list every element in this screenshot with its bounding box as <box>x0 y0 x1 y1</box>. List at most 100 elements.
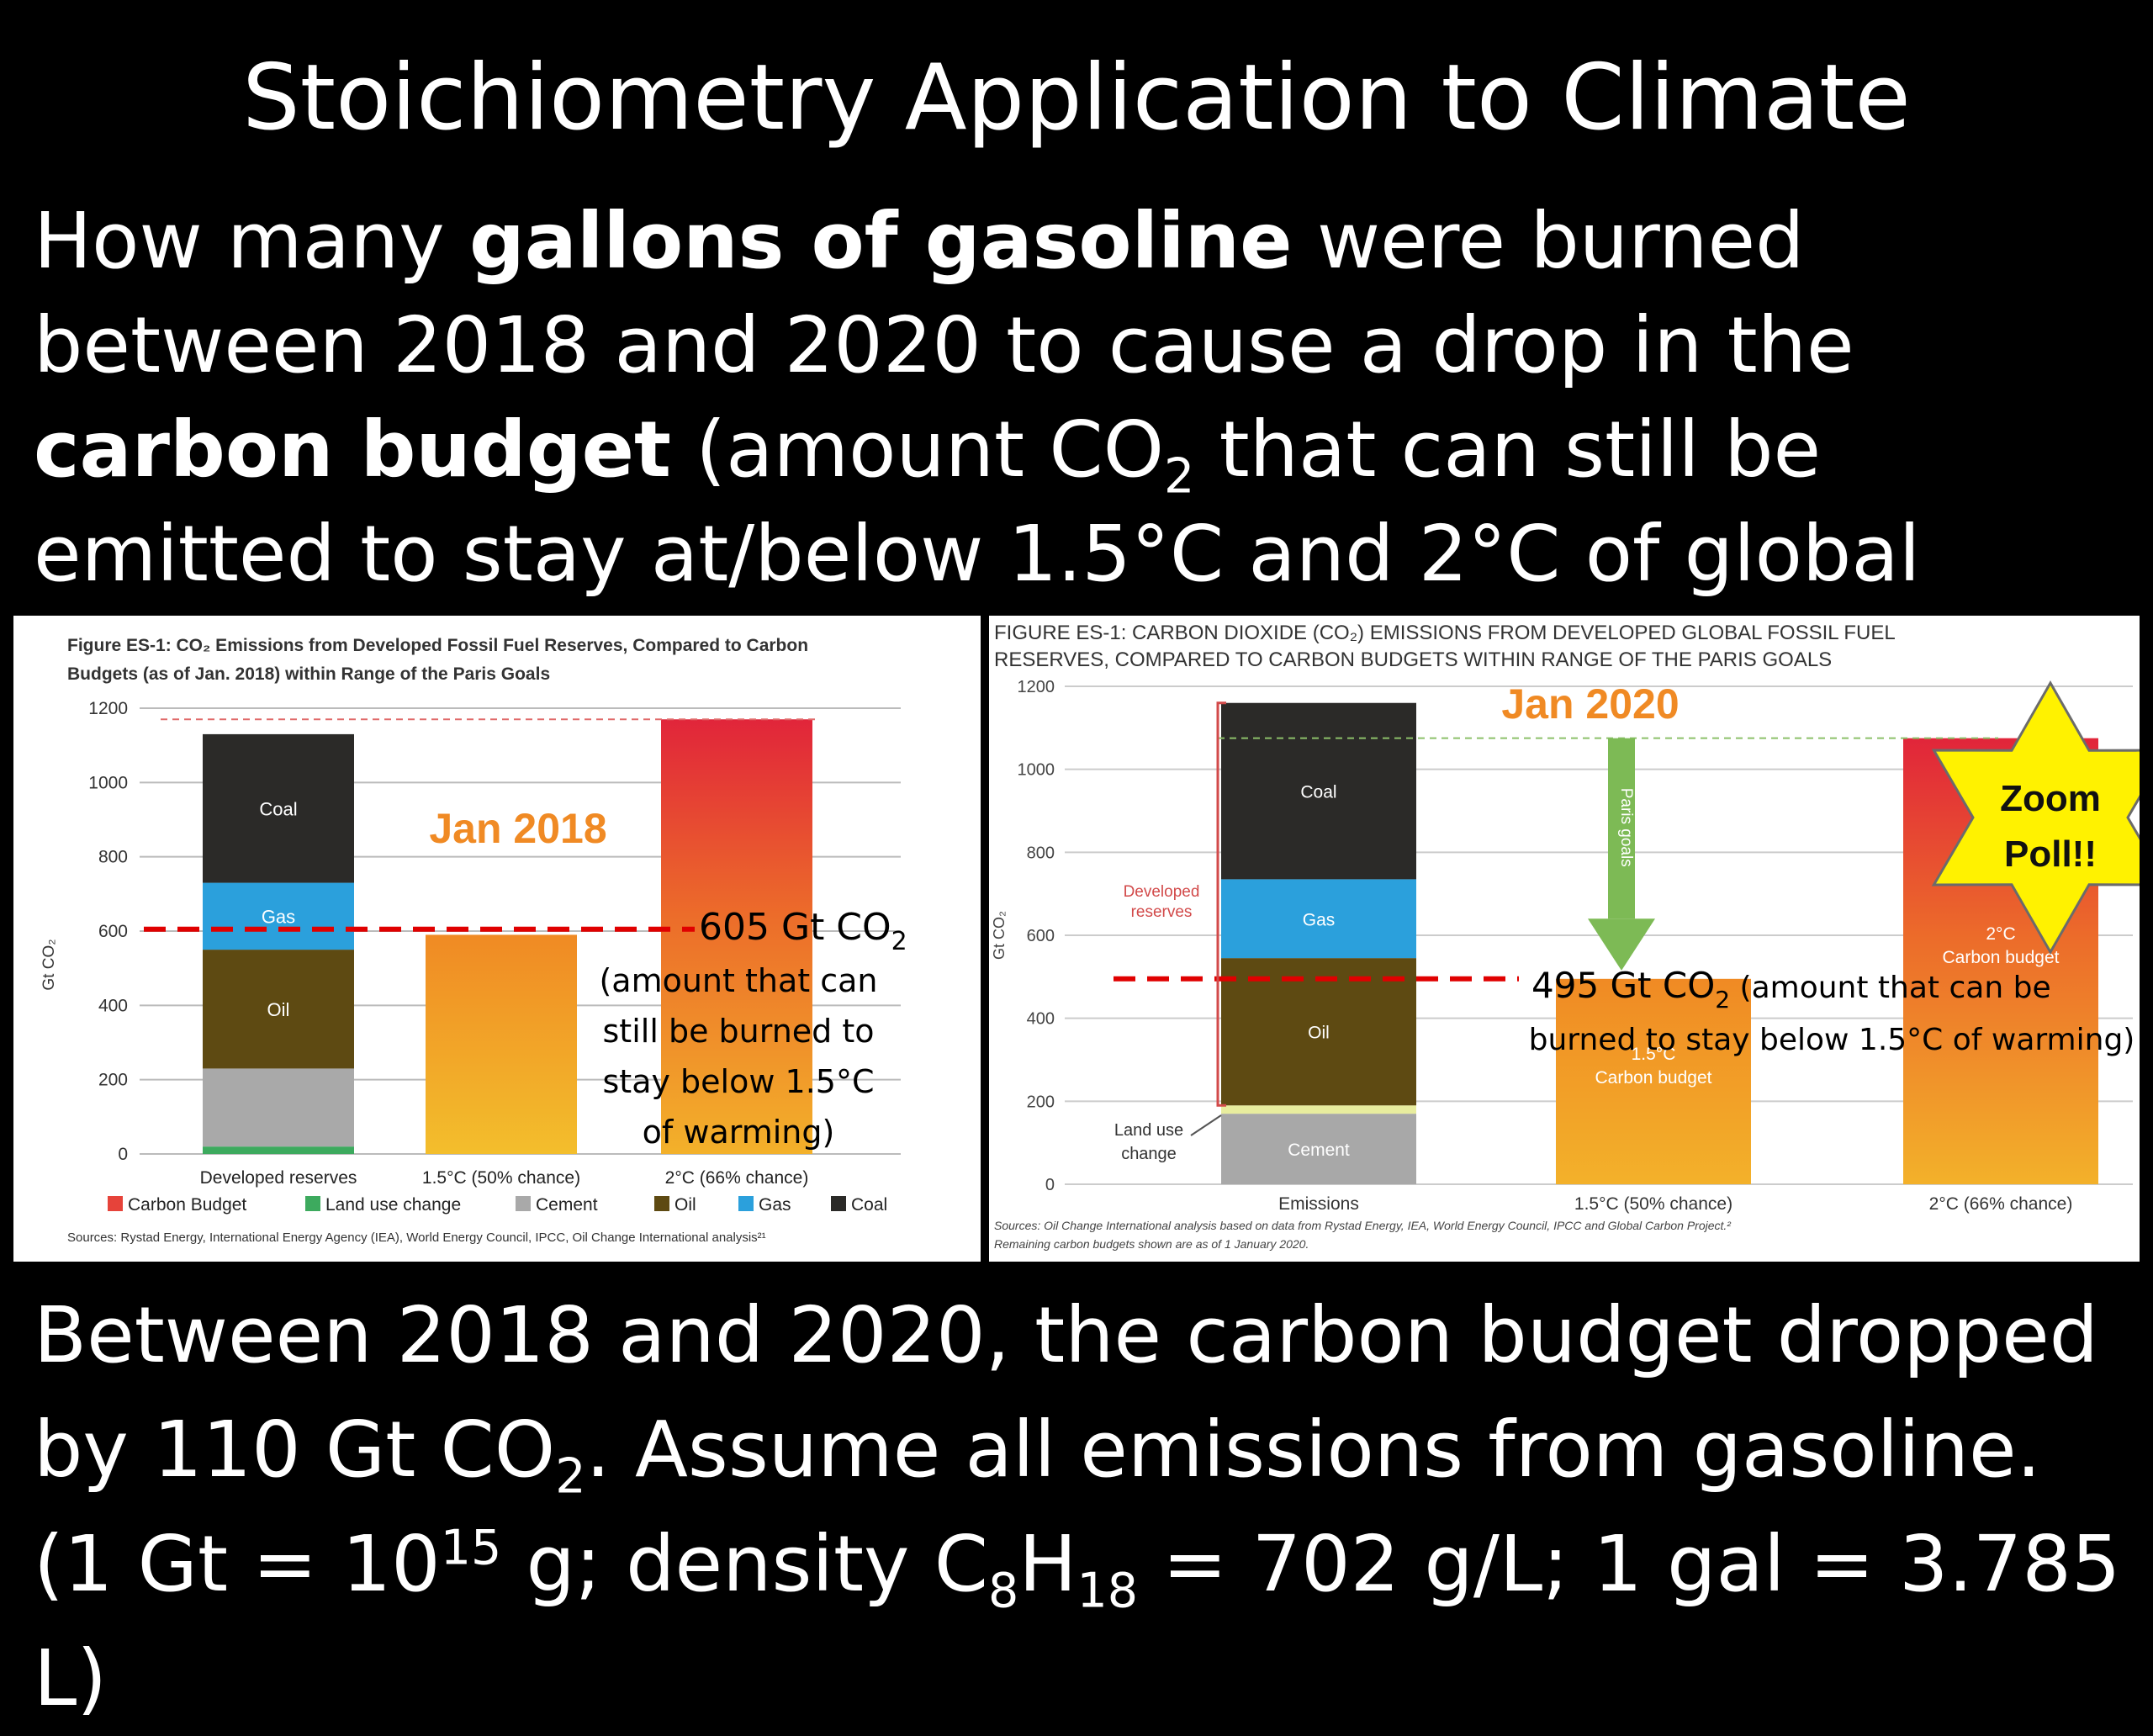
stack-segment-land-use-change <box>203 1146 354 1154</box>
budget-label: Carbon budget <box>1595 1068 1712 1088</box>
land-use-label: Land use <box>1114 1121 1183 1140</box>
budget-label: Carbon budget <box>1943 948 2060 967</box>
star-label: Poll!! <box>2004 834 2097 875</box>
legend-label: Coal <box>851 1195 887 1215</box>
legend-label: Carbon Budget <box>128 1195 246 1215</box>
y-axis-label: Gt CO₂ <box>40 939 58 990</box>
slide-title: Stoichiometry Application to Climate <box>242 45 1911 151</box>
stack-segment-land-use-change <box>1221 1105 1416 1114</box>
callout-line: burned to stay below 1.5°C of warming) <box>1529 1023 2135 1057</box>
legend-swatch <box>738 1196 754 1211</box>
question-segment: carbon budget <box>34 405 672 495</box>
given-segment: 2 <box>555 1448 586 1505</box>
bracket-label: reserves <box>1131 903 1193 921</box>
y-tick-label: 1200 <box>1018 678 1055 696</box>
y-tick-label: 600 <box>98 922 128 941</box>
y-tick-label: 400 <box>98 996 128 1015</box>
legend-label: Land use change <box>325 1195 461 1215</box>
given-segment: 15 <box>440 1520 502 1576</box>
callout-inline: (amount that can be <box>1730 971 2051 1005</box>
stack-label: Oil <box>1308 1024 1330 1043</box>
stack-segment-coal <box>203 733 354 883</box>
callout-line: of warming) <box>643 1114 835 1151</box>
budget-bar <box>426 934 577 1154</box>
source-note: Sources: Rystad Energy, International En… <box>67 1231 766 1245</box>
chart-title-line: Figure ES-1: CO₂ Emissions from Develope… <box>67 636 808 655</box>
star-label: Zoom <box>2000 778 2101 819</box>
legend-label: Cement <box>536 1195 598 1215</box>
given-segment: . Assume all emissions from gasoline. (1… <box>34 1405 2041 1609</box>
y-tick-label: 1000 <box>88 773 128 792</box>
zoom-poll-star <box>1931 680 2140 955</box>
source-note: Remaining carbon budgets shown are as of… <box>994 1237 1309 1251</box>
stack-label: Cement <box>1288 1141 1350 1160</box>
stack-segment-cement <box>1221 1114 1416 1184</box>
chart-title-line: FIGURE ES-1: CARBON DIOXIDE (CO₂) EMISSI… <box>994 622 1896 644</box>
paris-arrow-shaft <box>1608 738 1635 919</box>
stack-segment-coal <box>1221 702 1416 880</box>
question-segment: (amount CO <box>671 405 1165 495</box>
question-segment: How many <box>34 196 469 286</box>
chart-2020: FIGURE ES-1: CARBON DIOXIDE (CO₂) EMISSI… <box>991 622 2140 1251</box>
stack-label: Coal <box>259 798 297 819</box>
land-use-pointer <box>1190 1114 1222 1136</box>
question-text: How many gallons of gasoline were burned… <box>34 189 2136 711</box>
reserves-bracket <box>1216 701 1226 1107</box>
category-label: 2°C (66% chance) <box>1929 1194 2073 1214</box>
category-label: Emissions <box>1278 1194 1359 1214</box>
legend-swatch <box>654 1196 669 1211</box>
given-segment: 8 <box>987 1563 1019 1619</box>
chart-title-line: RESERVES, COMPARED TO CARBON BUDGETS WIT… <box>994 648 1832 671</box>
paris-arrow-head <box>1588 918 1655 971</box>
y-tick-label: 0 <box>118 1145 128 1164</box>
period-label: Jan 2020 <box>1501 680 1679 728</box>
y-tick-label: 200 <box>98 1071 128 1090</box>
callout-line: (amount that can <box>599 962 877 999</box>
legend-label: Gas <box>759 1195 791 1215</box>
chart-title-line: Budgets (as of Jan. 2018) within Range o… <box>67 664 550 684</box>
stack-label: Coal <box>1300 783 1336 802</box>
arrow-label: Paris goals <box>1617 788 1635 867</box>
budget-label: 2°C <box>1986 924 2015 944</box>
callout-subscript: 2 <box>891 927 907 956</box>
given-data-text: Between 2018 and 2020, the carbon budget… <box>34 1278 2136 1736</box>
legend-swatch <box>108 1196 123 1211</box>
y-tick-label: 1200 <box>88 699 128 718</box>
callout-value: 605 Gt CO2 <box>699 906 907 956</box>
source-note: Sources: Oil Change International analys… <box>994 1219 1732 1232</box>
budget-bar <box>1556 978 1751 1184</box>
stack-segment-gas <box>203 882 354 950</box>
y-tick-label: 800 <box>98 848 128 867</box>
budget-bar <box>661 719 812 1154</box>
question-segment: were burned between 2018 and 2020 to cau… <box>34 196 1854 390</box>
given-segment: 18 <box>1076 1563 1139 1619</box>
legend-swatch <box>305 1196 320 1211</box>
bracket-label: Developed <box>1124 883 1200 901</box>
category-label: 1.5°C (50% chance) <box>422 1168 580 1188</box>
stack-segment-oil <box>1221 958 1416 1106</box>
given-segment: g; density C <box>501 1519 988 1609</box>
stack-segment-oil <box>203 950 354 1069</box>
callout-subscript: 2 <box>1715 986 1730 1014</box>
legend-swatch <box>831 1196 846 1211</box>
stack-segment-gas <box>1221 879 1416 959</box>
category-label: 1.5°C (50% chance) <box>1574 1194 1732 1214</box>
land-use-label: change <box>1121 1145 1177 1163</box>
given-segment: H <box>1018 1519 1077 1609</box>
callout-line: stay below 1.5°C <box>603 1063 875 1100</box>
budget-label: 1.5°C <box>1632 1045 1676 1064</box>
y-tick-label: 0 <box>1045 1176 1055 1194</box>
period-label: Jan 2018 <box>429 805 606 852</box>
stack-segment-cement <box>203 1068 354 1147</box>
callout-line: still be burned to <box>603 1013 875 1050</box>
stack-label: Gas <box>262 906 295 927</box>
question-segment: gallons of gasoline <box>468 196 1293 286</box>
given-segment: Between 2018 and 2020, the carbon budget… <box>34 1290 2099 1495</box>
y-tick-label: 400 <box>1027 1010 1055 1029</box>
chart-panel-2020: FIGURE ES-1: CARBON DIOXIDE (CO₂) EMISSI… <box>989 616 2140 1262</box>
category-label: 2°C (66% chance) <box>665 1168 809 1188</box>
y-tick-label: 200 <box>1027 1093 1055 1111</box>
chart-panel-2018: Figure ES-1: CO₂ Emissions from Develope… <box>13 616 981 1262</box>
y-tick-label: 800 <box>1027 844 1055 862</box>
chart-2018: Figure ES-1: CO₂ Emissions from Develope… <box>40 636 907 1245</box>
